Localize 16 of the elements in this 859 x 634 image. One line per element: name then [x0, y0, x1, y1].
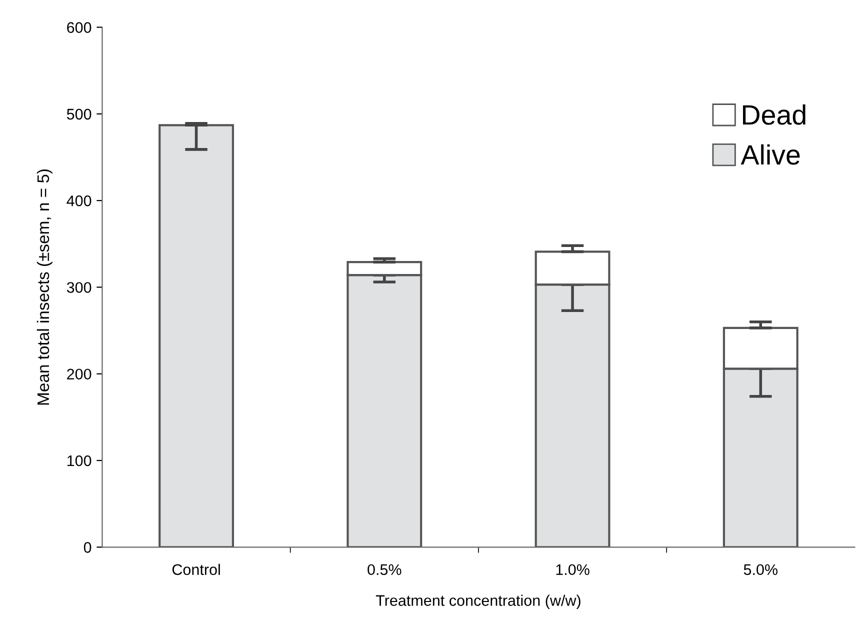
x-tick-label: 5.0% [744, 564, 778, 576]
y-tick-label: 300 [66, 282, 92, 293]
legend-label: Dead [743, 104, 806, 125]
x-axis-title: Treatment concentration (w/w) [376, 594, 580, 609]
y-axis-title: Mean total insects (±sem, n = 5) [36, 169, 52, 405]
y-tick-label: 200 [67, 368, 92, 380]
x-tick-label: 0.5% [368, 564, 402, 576]
x-tick-label: 1.0% [556, 564, 590, 576]
legend-label: Alive [740, 144, 800, 165]
y-tick-label: 100 [67, 455, 92, 466]
y-tick-label: 400 [66, 195, 92, 206]
y-tick-label: 500 [66, 108, 92, 120]
y-tick-label: 600 [67, 22, 92, 33]
x-tick-label: Control [172, 564, 220, 576]
y-tick-label: 0 [84, 542, 92, 553]
bar [158, 124, 234, 548]
